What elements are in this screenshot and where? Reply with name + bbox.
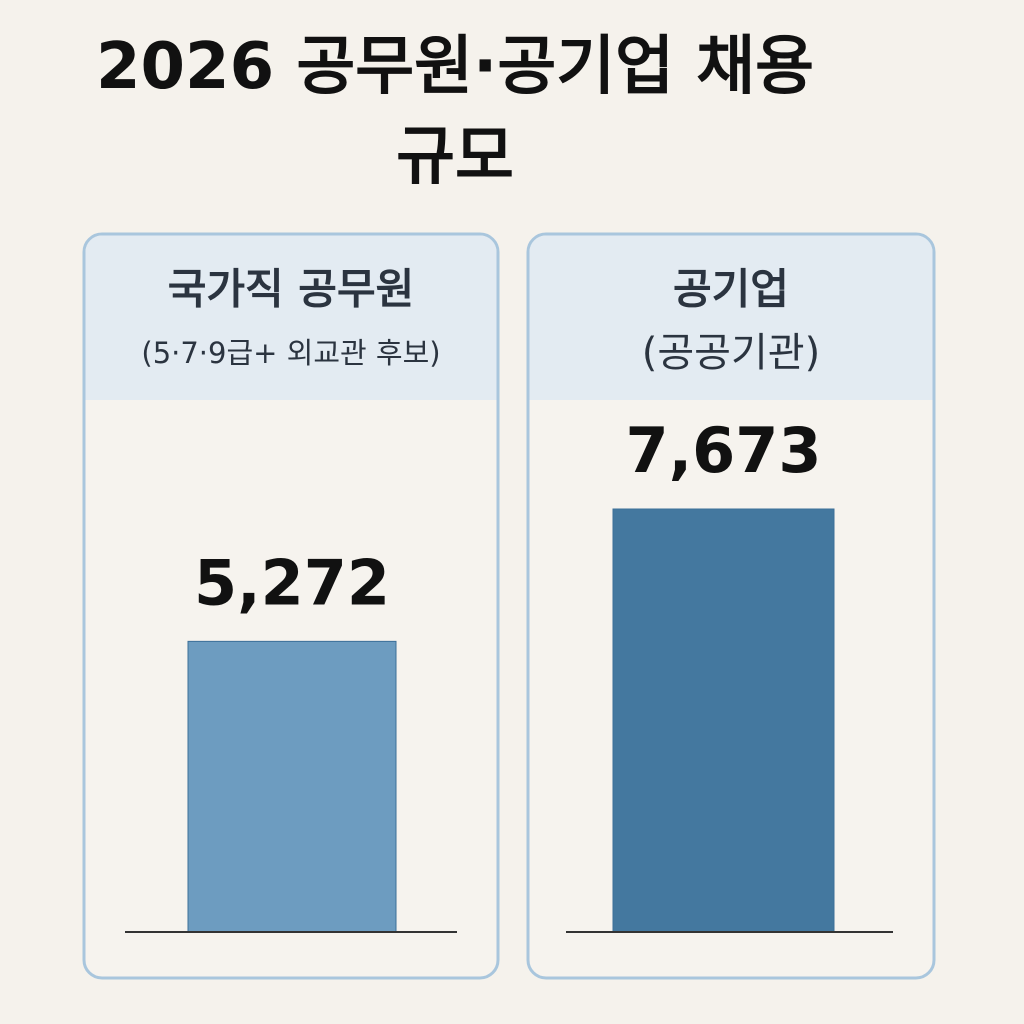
panel-header bbox=[85, 235, 497, 400]
category-sublabel: (5·7·9급+ 외교관 후보) bbox=[141, 336, 440, 370]
category-sublabel: (공공기관) bbox=[642, 330, 820, 376]
bar bbox=[187, 640, 397, 933]
category-label: 국가직 공무원 bbox=[168, 265, 414, 314]
bar bbox=[612, 508, 835, 933]
panel-header bbox=[529, 235, 933, 400]
category-label: 공기업 bbox=[673, 265, 789, 314]
value-label: 5,272 bbox=[194, 546, 390, 619]
value-label: 7,673 bbox=[625, 414, 821, 487]
chart-title: 2026 공무원·공기업 채용 규모 bbox=[95, 30, 815, 194]
